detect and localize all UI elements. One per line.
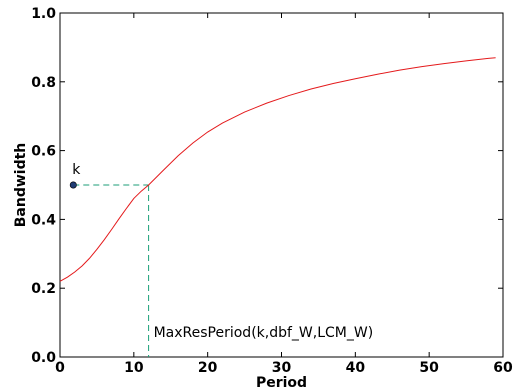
ticks-layer: 0 10 20 30 40 50 60 0.0 0.2 0.4 0.6 0.8 1.0 bbox=[31, 6, 513, 376]
y-tick-label-3: 0.6 bbox=[31, 144, 56, 160]
x-tick-label-5: 50 bbox=[419, 360, 439, 376]
y-axis-title: Bandwidth bbox=[13, 143, 29, 228]
y-tick-label-0: 0.0 bbox=[31, 350, 56, 366]
point-layer bbox=[69, 181, 77, 189]
x-tick-label-6: 60 bbox=[493, 360, 513, 376]
x-axis-title: Period bbox=[256, 375, 307, 391]
series-line-0 bbox=[59, 57, 496, 282]
x-tick-label-1: 10 bbox=[124, 360, 144, 376]
series-layer bbox=[59, 57, 496, 282]
y-tick-label-1: 0.2 bbox=[31, 281, 56, 297]
labels-layer: Period Bandwidth k MaxResPeriod(k,dbf_W,LCM… bbox=[13, 143, 373, 391]
x-tick-label-0: 0 bbox=[55, 360, 65, 376]
point-k-marker bbox=[69, 181, 77, 189]
x-tick-label-2: 20 bbox=[198, 360, 218, 376]
x-tick-label-4: 40 bbox=[346, 360, 366, 376]
y-tick-label-4: 0.8 bbox=[31, 75, 56, 91]
reference-lines bbox=[73, 184, 150, 357]
y-tick-label-2: 0.4 bbox=[31, 212, 56, 228]
point-k-label: k bbox=[72, 162, 81, 178]
x-tick-label-3: 30 bbox=[272, 360, 292, 376]
max-res-period-label: MaxResPeriod(k,dbf_W,LCM_W) bbox=[154, 325, 374, 341]
y-tick-label-5: 1.0 bbox=[31, 6, 56, 22]
